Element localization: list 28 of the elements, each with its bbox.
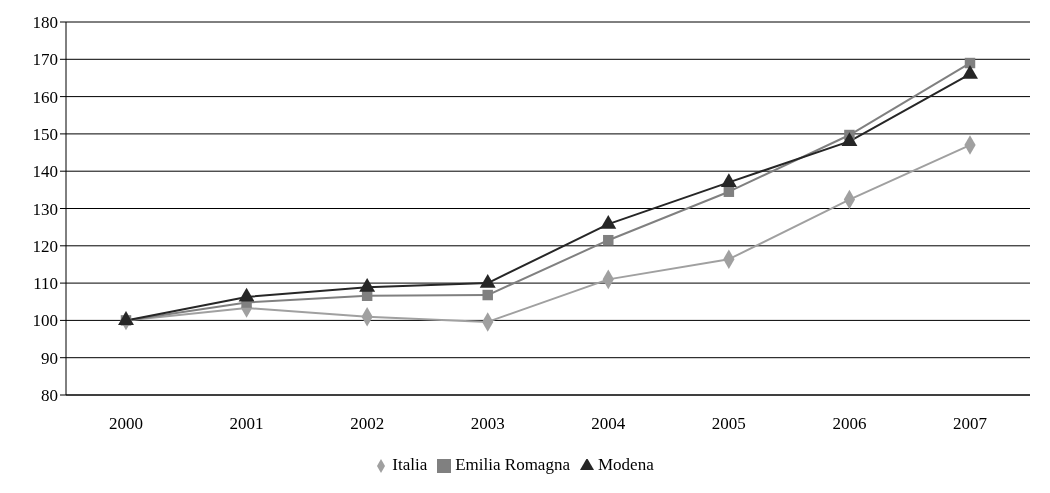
legend-label: Modena [597,455,654,474]
x-tick-label: 2005 [711,414,746,434]
point [482,289,493,301]
y-tick-label: 130 [32,199,58,219]
x-tick-label: 2002 [350,414,385,434]
point [841,132,858,146]
y-tick-label: 150 [32,124,58,144]
y-tick-label: 120 [32,236,58,256]
legend-label: Emilia Romagna [455,455,570,474]
y-tick-label: 90 [41,348,58,368]
x-tick-label: 2006 [832,414,867,434]
x-tick-label: 2000 [109,414,143,434]
point [720,173,737,187]
x-tick-label: 2004 [591,414,626,434]
x-tick-label: 2007 [953,414,988,434]
point [603,234,614,246]
legend-label: Italia [392,455,428,474]
y-tick-label: 100 [32,311,58,331]
x-tick-label: 2003 [470,414,505,434]
y-tick-label: 170 [32,50,58,70]
point [723,186,735,197]
y-tick-label: 180 [32,13,58,33]
y-tick-label: 160 [32,87,58,107]
y-tick-label: 140 [32,162,58,182]
y-tick-label: 110 [33,274,58,294]
y-tick-label: 80 [41,386,58,406]
point [962,65,978,79]
x-tick-label: 2001 [229,414,264,434]
